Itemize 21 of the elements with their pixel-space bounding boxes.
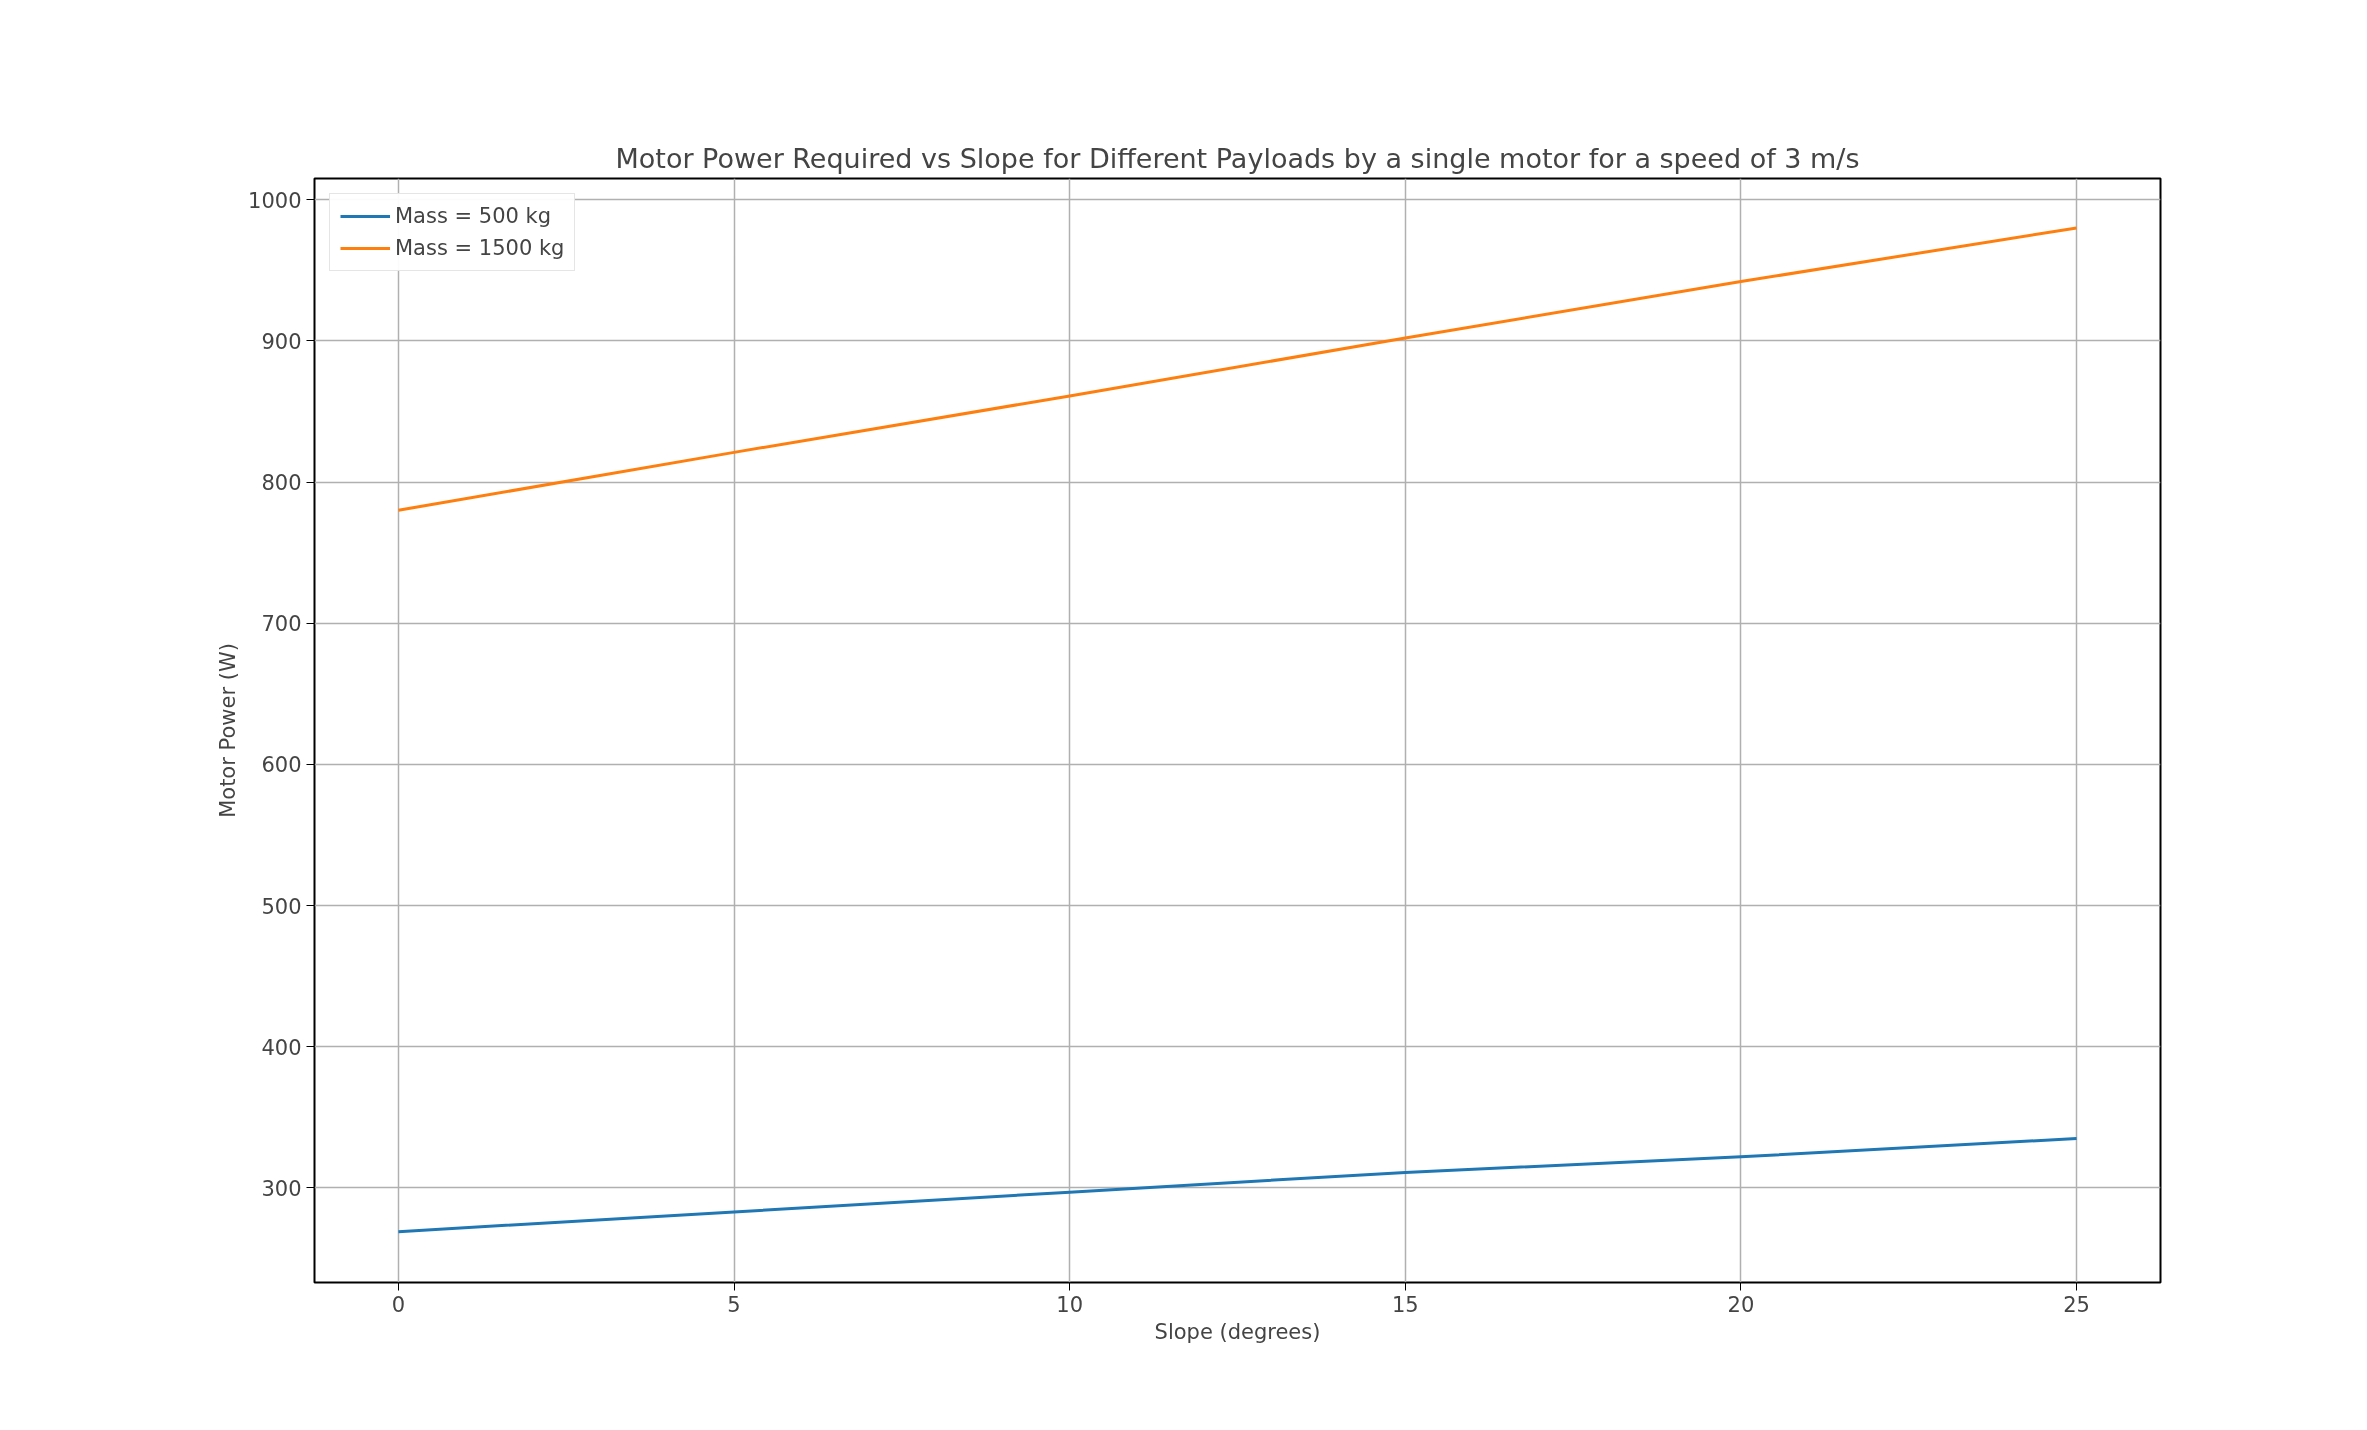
y-tick-label: 1000: [248, 188, 302, 213]
y-axis-title: Motor Power (W): [216, 643, 241, 818]
y-tick-label: 700: [261, 612, 302, 637]
x-tick-label: 5: [727, 1292, 741, 1317]
y-tick-label: 300: [261, 1176, 302, 1201]
x-tick-label: 10: [1056, 1292, 1084, 1317]
x-tick-label: 15: [1391, 1292, 1419, 1317]
x-tick-label: 0: [391, 1292, 406, 1317]
line-series: [396, 1137, 2079, 1234]
legend-label: Mass = 1500 kg: [395, 236, 565, 260]
y-tick-label: 400: [261, 1035, 302, 1060]
legend-label: Mass = 500 kg: [395, 204, 552, 228]
y-tick-label: 500: [261, 894, 302, 919]
line-series: [396, 226, 2079, 512]
x-tick-label: 25: [2063, 1292, 2090, 1317]
y-tick-label: 600: [261, 753, 302, 778]
x-axis-title: Slope (degrees): [1154, 1319, 1321, 1344]
y-tick-label: 800: [261, 471, 302, 496]
y-tick-label: 900: [261, 329, 302, 354]
chart-title: Motor Power Required vs Slope for Different Payloads by a single motor for a speed of 3 m/s: [615, 142, 1860, 174]
x-tick-label: 20: [1727, 1292, 1755, 1317]
